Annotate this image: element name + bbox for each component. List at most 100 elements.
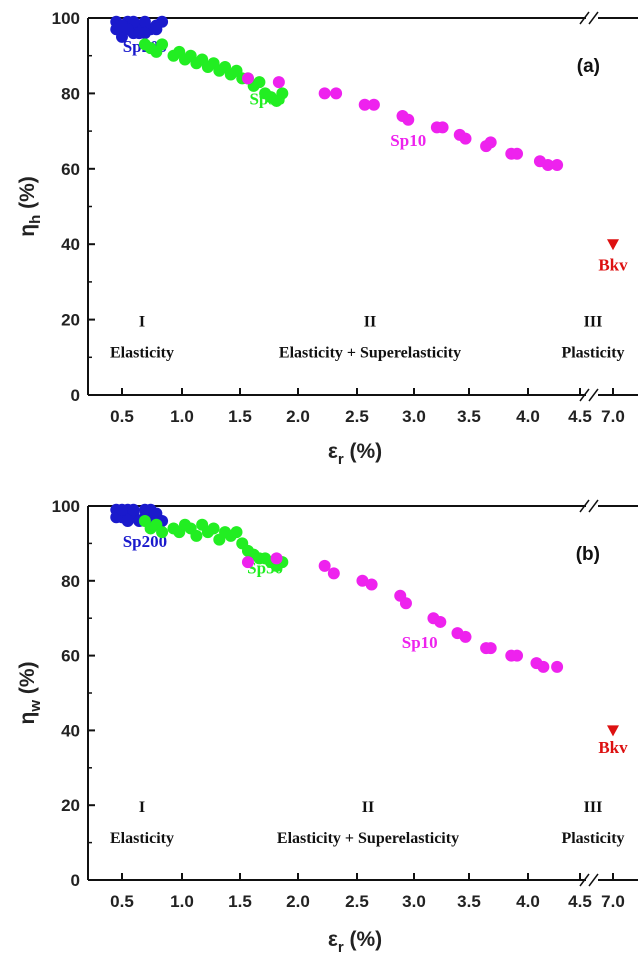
data-point	[133, 27, 146, 40]
axis-break-mark	[579, 11, 590, 25]
series-label: Sp50	[249, 90, 285, 109]
axis-break-mark	[588, 499, 599, 513]
chart-panel-a: 0 20 40 60 80 100 0.5 1.0 1.5 2.0 2.5 3.0 3.5 4.0 4.5 7…	[16, 9, 638, 468]
data-point	[230, 526, 243, 539]
y-tick-label: 80	[61, 572, 80, 591]
data-point	[127, 503, 140, 516]
data-point	[276, 87, 289, 100]
data-point	[156, 38, 169, 51]
data-point	[511, 649, 524, 662]
x-tick-label: 0.5	[110, 407, 134, 426]
data-point	[270, 552, 283, 565]
x-tick-label: 1.5	[228, 407, 252, 426]
region-numeral: I	[139, 799, 145, 816]
y-axis-title: ηw (%)	[16, 662, 44, 725]
series-sp50: Sp50	[138, 514, 289, 577]
data-point	[537, 660, 550, 673]
axis-break-mark	[579, 388, 590, 402]
data-point	[241, 556, 254, 569]
x-tick-label: 7.0	[601, 892, 625, 911]
chart-panel-b: 0 20 40 60 80 100 0.5 1.0 1.5 2.0 2.5 3.0 3.5 4.0 4.5 7…	[16, 497, 638, 956]
region-name: Elasticity	[110, 830, 174, 847]
region-name: Plasticity	[561, 345, 624, 362]
x-tick-label: 1.0	[170, 892, 194, 911]
data-point	[399, 597, 412, 610]
x-tick-label: 4.5	[568, 892, 592, 911]
x-axis-title: εr (%)	[328, 928, 382, 956]
y-tick-label: 100	[52, 497, 80, 516]
y-tick-label: 80	[61, 84, 80, 103]
data-point	[356, 574, 369, 587]
region-name: Plasticity	[561, 830, 624, 847]
data-point	[367, 98, 380, 111]
data-point	[330, 87, 343, 100]
data-point	[365, 578, 378, 591]
x-tick-label: 3.5	[457, 892, 481, 911]
data-point	[551, 660, 564, 673]
data-point	[190, 529, 203, 542]
axis-break-mark	[588, 873, 599, 887]
data-point	[402, 113, 415, 126]
region-numeral: II	[364, 314, 376, 331]
series-sp10: Sp10	[241, 552, 564, 673]
data-point	[318, 87, 331, 100]
y-tick-label: 60	[61, 647, 80, 666]
y-tick-label: 60	[61, 160, 80, 179]
axis-break-mark	[579, 873, 590, 887]
axis-break-mark	[579, 499, 590, 513]
data-point	[358, 98, 371, 111]
x-tick-label: 1.5	[228, 892, 252, 911]
series-label: Bkv	[598, 738, 628, 757]
panel-label: (b)	[576, 544, 600, 565]
region-numeral: III	[584, 314, 603, 331]
data-point	[459, 132, 472, 145]
x-tick-label: 4.0	[516, 407, 540, 426]
y-tick-label: 20	[61, 796, 80, 815]
x-tick-label: 3.5	[457, 407, 481, 426]
data-point	[434, 615, 447, 628]
data-point	[436, 121, 449, 134]
series-sp200: Sp200	[110, 15, 169, 56]
data-point	[607, 725, 619, 737]
data-point	[150, 23, 163, 36]
axis-break-mark	[588, 11, 599, 25]
y-tick-label: 40	[61, 721, 80, 740]
x-tick-label: 4.0	[516, 892, 540, 911]
data-point	[511, 147, 524, 160]
y-tick-label: 0	[71, 871, 80, 890]
x-tick-label: 2.5	[345, 892, 369, 911]
region-name: Elasticity	[110, 345, 174, 362]
data-point	[541, 159, 554, 172]
data-point	[551, 159, 564, 172]
data-point	[116, 19, 128, 32]
series-sp50: Sp50	[138, 38, 289, 109]
data-point	[207, 522, 220, 535]
data-point	[253, 76, 266, 89]
x-tick-label: 2.0	[286, 407, 310, 426]
data-point	[607, 239, 619, 251]
axis-break-mark	[588, 388, 599, 402]
region-numeral: II	[362, 799, 374, 816]
data-point	[272, 76, 285, 89]
series-bkv: Bkv	[598, 725, 628, 757]
data-point	[156, 526, 169, 539]
region-numeral: I	[139, 314, 145, 331]
x-tick-label: 2.5	[345, 407, 369, 426]
region-numeral: III	[584, 799, 603, 816]
data-point	[318, 559, 331, 572]
y-axis-title: ηh (%)	[16, 176, 44, 237]
data-point	[121, 514, 134, 527]
data-point	[116, 503, 128, 516]
y-tick-label: 20	[61, 311, 80, 330]
data-point	[484, 136, 497, 149]
series-label: Bkv	[598, 256, 628, 275]
x-tick-label: 3.0	[402, 892, 426, 911]
series-label: Sp10	[402, 633, 438, 652]
y-tick-label: 100	[52, 9, 80, 28]
x-tick-label: 1.0	[170, 407, 194, 426]
x-tick-label: 2.0	[286, 892, 310, 911]
x-tick-label: 4.5	[568, 407, 592, 426]
x-tick-label: 7.0	[601, 407, 625, 426]
region-name: Elasticity + Superelasticity	[277, 830, 459, 847]
